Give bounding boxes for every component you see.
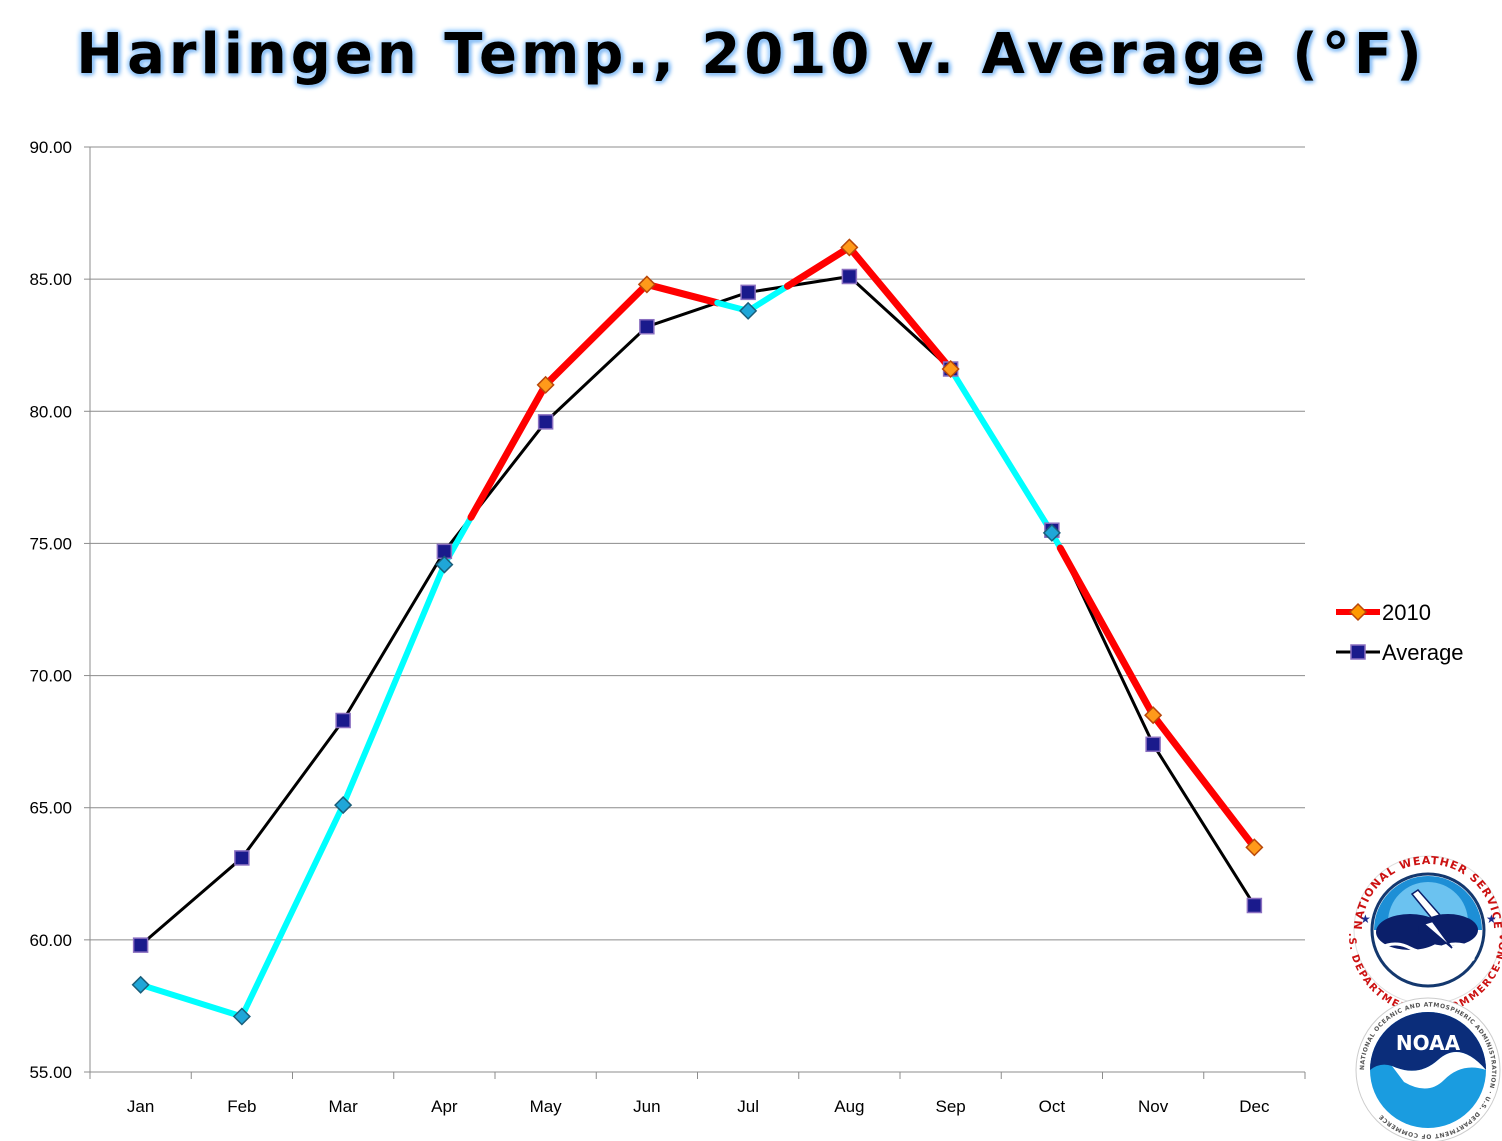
noaa-logo: NATIONAL OCEANIC AND ATMOSPHERIC ADMINIS… — [1355, 997, 1501, 1141]
series-markers — [131, 238, 1264, 1026]
legend-marker-average — [1350, 644, 1366, 660]
marker-average-mar — [335, 712, 351, 729]
marker-2010-oct — [1042, 523, 1061, 542]
marker-average-jan — [132, 937, 149, 953]
x-tick-label-nov: Nov — [1138, 1097, 1169, 1116]
marker-2010-feb — [232, 1007, 251, 1026]
marker-2010-aug — [840, 238, 859, 257]
x-tick-label-jul: Jul — [737, 1097, 759, 1116]
series-line-2010-segment-9b — [1056, 544, 1157, 719]
series-line-2010-segment-0 — [137, 981, 245, 1020]
x-tick-label-sep: Sep — [936, 1097, 966, 1116]
legend-item-average: Average — [1336, 640, 1464, 665]
marker-2010-jun — [637, 275, 656, 294]
series-line-2010-segment-3b — [467, 381, 550, 521]
marker-average-may — [537, 414, 554, 430]
y-tick-label-1: 60.00 — [29, 931, 72, 950]
marker-2010-may — [536, 375, 555, 394]
series-line-2010-segment-5a — [643, 280, 721, 307]
series-line-2010-segment-2 — [340, 561, 448, 809]
marker-2010-dec — [1245, 838, 1264, 857]
y-tick-label-0: 55.00 — [29, 1063, 72, 1082]
y-tick-label-3: 70.00 — [29, 667, 72, 686]
marker-2010-nov — [1144, 706, 1163, 725]
marker-2010-jan — [131, 975, 150, 994]
series-line-2010-segment-8b — [947, 366, 1055, 536]
y-tick-label-5: 80.00 — [29, 402, 72, 421]
legend: 2010 Average — [1336, 600, 1464, 665]
series-line-2010-segment-10 — [1149, 711, 1258, 851]
series-line-2010-segment-6b — [784, 243, 853, 290]
y-tick-label-7: 90.00 — [29, 138, 72, 157]
x-tick-label-mar: Mar — [328, 1097, 358, 1116]
x-tick-label-aug: Aug — [834, 1097, 864, 1116]
x-tick-label-apr: Apr — [431, 1097, 458, 1116]
marker-average-jun — [639, 318, 655, 335]
gridlines — [90, 146, 1305, 941]
legend-item-2010: 2010 — [1336, 600, 1431, 625]
marker-2010-jul — [739, 301, 758, 320]
y-tick-label-4: 75.00 — [29, 534, 72, 553]
marker-average-aug — [841, 268, 858, 285]
series-line-2010-segment-7 — [845, 243, 955, 373]
x-tick-label-jun: Jun — [633, 1097, 660, 1116]
y-tick-label-6: 85.00 — [29, 270, 72, 289]
axes: 55.00 60.00 65.00 70.00 75.00 80.00 85.00 90.00… — [29, 138, 1306, 1116]
x-tick-label-may: May — [530, 1097, 563, 1116]
y-tick-label-2: 65.00 — [29, 799, 72, 818]
noaa-logo-text: NOAA — [1396, 1031, 1461, 1055]
legend-label-2010: 2010 — [1382, 600, 1431, 625]
marker-2010-apr — [435, 555, 454, 574]
nws-star-right-icon: ★ — [1486, 912, 1497, 926]
x-tick-label-feb: Feb — [227, 1097, 256, 1116]
legend-marker-2010 — [1348, 602, 1368, 622]
series-line-2010-segment-6a — [745, 283, 791, 314]
marker-average-dec — [1246, 897, 1263, 914]
series-line-2010-segment-4 — [542, 280, 651, 389]
x-tick-label-dec: Dec — [1239, 1097, 1270, 1116]
marker-2010-sep — [941, 359, 960, 379]
nws-logo-text-bottom: U.S. DEPARTMENT OF COMMERCE-NOAA — [0, 1, 1502, 1017]
chart-title: Harlingen Temp., 2010 v. Average (°F) — [76, 22, 1426, 87]
marker-average-feb — [234, 850, 250, 866]
series-line-2010-segment-1 — [238, 802, 347, 1020]
x-tick-label-jan: Jan — [127, 1097, 154, 1116]
x-tick-label-oct: Oct — [1039, 1097, 1066, 1116]
series-line-average — [139, 275, 1256, 947]
nws-star-left-icon: ★ — [1360, 912, 1371, 926]
marker-average-jul — [740, 284, 756, 301]
marker-average-nov — [1145, 736, 1161, 753]
legend-label-average: Average — [1382, 640, 1464, 665]
svg-text:U.S. DEPARTMENT OF COMMERCE-NO: U.S. DEPARTMENT OF COMMERCE-NOAA — [0, 1, 1502, 1017]
nws-logo: NATIONAL WEATHER SERVICE U.S. DEPARTMENT… — [0, 1, 1502, 1017]
series-lines — [137, 243, 1258, 1020]
marker-2010-mar — [334, 796, 353, 815]
